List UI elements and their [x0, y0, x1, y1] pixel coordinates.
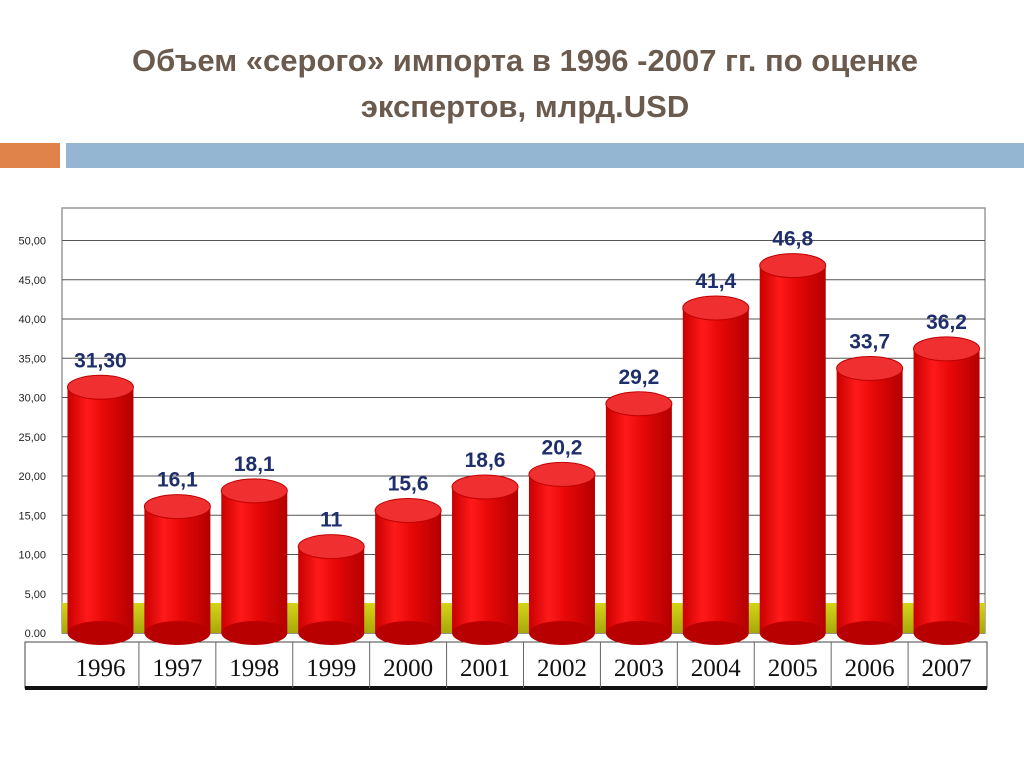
data-label: 41,4 [695, 270, 736, 293]
bar-cap-2002 [528, 461, 596, 487]
y-tick-label: 25,00 [18, 432, 46, 444]
bar-base-1999 [298, 621, 365, 645]
data-label: 18,6 [465, 449, 506, 472]
bar-base-2000 [375, 621, 442, 645]
x-tick-label: 2000 [383, 655, 433, 682]
bar-2001 [452, 486, 519, 633]
x-tick-label: 1999 [306, 655, 356, 682]
y-tick-label: 50,00 [18, 236, 46, 248]
bar-cap-2005 [759, 253, 827, 279]
bar-base-2002 [528, 621, 595, 645]
chart-floor [62, 603, 985, 633]
bar-cap-1998 [220, 478, 288, 504]
data-label: 29,2 [618, 366, 659, 389]
x-tick-label: 2001 [460, 655, 510, 682]
bar-2003 [605, 403, 672, 633]
bar-2007 [913, 348, 980, 633]
x-tick-label: 2002 [537, 655, 587, 682]
bar-cap-2001 [451, 474, 519, 500]
bar-1996 [67, 387, 134, 633]
data-label: 15,6 [388, 473, 429, 496]
data-label: 11 [320, 509, 343, 532]
y-tick-label: 15,00 [18, 510, 46, 522]
data-label: 18,1 [234, 453, 275, 476]
y-tick-label: 0.00 [25, 628, 46, 640]
bar-cap-2000 [374, 498, 442, 524]
bar-base-1997 [144, 621, 211, 645]
bar-cap-2003 [605, 391, 673, 417]
bar-base-2001 [452, 621, 519, 645]
bar-base-1998 [221, 621, 288, 645]
bar-base-2003 [605, 621, 672, 645]
x-tick-label: 1998 [229, 655, 279, 682]
x-tick-label: 2004 [691, 655, 742, 682]
y-tick-label: 40,00 [18, 314, 46, 326]
x-tick-label: 1997 [152, 655, 202, 682]
x-tick-label: 2005 [768, 655, 818, 682]
y-tick-label: 10,00 [18, 550, 46, 562]
header-accent-blue [66, 143, 1024, 168]
data-label: 31,30 [74, 349, 127, 372]
bar-2004 [682, 308, 749, 633]
bar-cap-2006 [836, 355, 904, 381]
data-label: 20,2 [542, 436, 583, 459]
bar-1998 [221, 490, 288, 633]
bar-cap-2007 [913, 336, 981, 362]
x-tick-label: 1996 [75, 655, 125, 682]
bar-base-2007 [913, 621, 980, 645]
bar-cap-1996 [66, 374, 134, 400]
bar-2000 [375, 510, 442, 633]
data-label: 36,2 [926, 311, 967, 334]
y-tick-label: 20,00 [18, 471, 46, 483]
plot-area: 0.00 5,00 10,00 15,00 20,00 25,00 30,00 35,00 40… [18, 207, 988, 690]
y-tick-label: 35,00 [18, 353, 46, 365]
y-tick-label: 5,00 [25, 589, 46, 601]
bar-2002 [528, 474, 595, 633]
bar-cap-1999 [297, 534, 365, 560]
slide-title: Объем «серого» импорта в 1996 -2007 гг. … [60, 38, 990, 130]
x-axis-table [24, 641, 988, 689]
bar-base-1996 [67, 621, 134, 645]
bar-chart: 0.00 5,00 10,00 15,00 20,00 25,00 30,00 35,00 40… [18, 207, 988, 690]
title-line-2: экспертов, млрд.USD [360, 89, 690, 124]
data-label: 16,1 [157, 469, 198, 492]
y-tick-label: 45,00 [18, 275, 46, 287]
header-accent-orange [0, 143, 60, 168]
data-label: 33,7 [849, 330, 890, 353]
x-tick-label: 2007 [922, 655, 972, 682]
title-line-1: Объем «серого» импорта в 1996 -2007 гг. … [131, 43, 918, 78]
bar-base-2005 [759, 621, 826, 645]
bar-2006 [836, 368, 903, 633]
bar-1997 [144, 506, 211, 633]
x-tick-label: 2006 [845, 655, 895, 682]
bar-base-2006 [836, 621, 903, 645]
y-tick-label: 30,00 [18, 393, 46, 405]
bar-2005 [759, 265, 826, 633]
bar-1999 [298, 546, 365, 633]
data-label: 46,8 [772, 228, 813, 251]
bar-cap-1997 [143, 494, 211, 520]
bar-base-2004 [682, 621, 749, 645]
plot-frame [61, 207, 986, 634]
bar-cap-2004 [682, 295, 750, 321]
x-tick-label: 2003 [614, 655, 664, 682]
